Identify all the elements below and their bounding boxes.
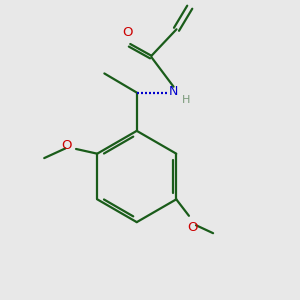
Text: N: N (169, 85, 178, 98)
Text: O: O (62, 139, 72, 152)
Text: O: O (187, 221, 198, 234)
Text: H: H (182, 95, 190, 105)
Text: O: O (122, 26, 133, 39)
